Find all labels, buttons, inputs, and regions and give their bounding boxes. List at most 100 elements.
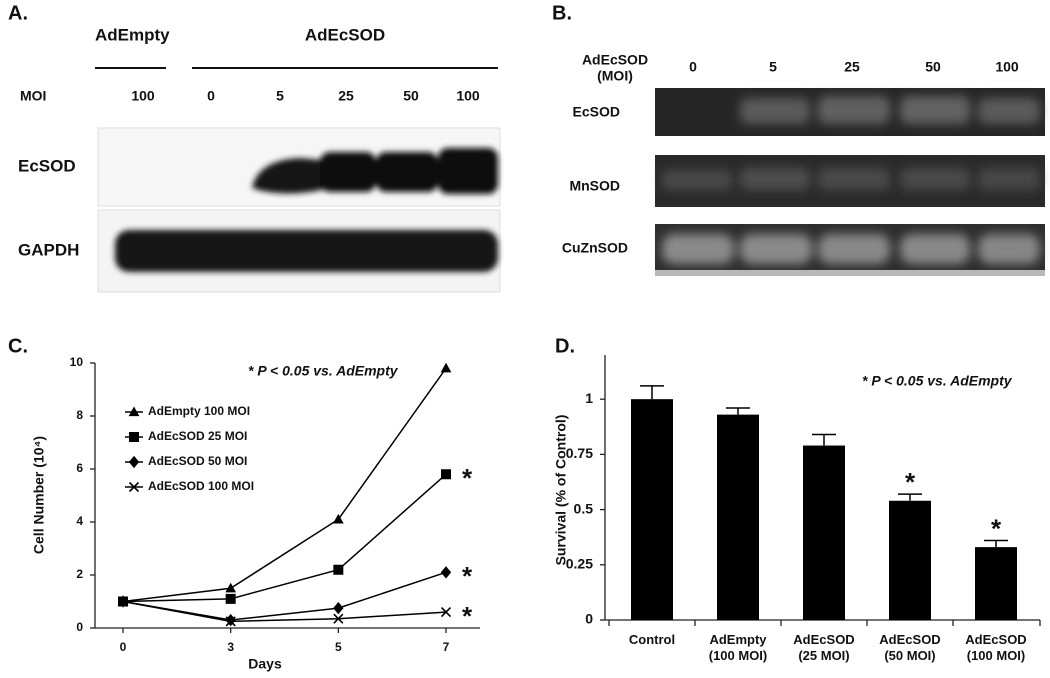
blot-bands — [252, 148, 498, 194]
marker — [128, 455, 140, 469]
x-tick-label: 0 — [120, 640, 127, 654]
x-axis-label: Days — [248, 656, 282, 672]
band — [818, 168, 890, 190]
moi-label: 50 — [925, 59, 941, 75]
band — [252, 158, 322, 194]
moi-label: 100 — [456, 88, 480, 104]
marker — [333, 564, 344, 575]
series-line — [122, 600, 447, 623]
band — [818, 96, 890, 124]
bar — [631, 399, 673, 620]
panel-label: C. — [8, 335, 28, 357]
moi-label: 5 — [769, 59, 777, 75]
chart-annotation: * P < 0.05 vs. AdEmpty — [862, 373, 1013, 389]
band — [978, 98, 1040, 124]
x-tick-label: 7 — [443, 640, 450, 654]
y-axis-label: Cell Number (10⁴) — [31, 436, 47, 554]
band — [740, 98, 810, 124]
gel-bands — [740, 96, 1040, 124]
chart-annotation: * P < 0.05 vs. AdEmpty — [248, 363, 399, 379]
marker — [333, 601, 344, 615]
marker — [128, 481, 140, 493]
row-label: EcSOD — [18, 156, 76, 175]
gel-bands — [662, 168, 1040, 190]
x-tick-label: AdEcSOD (100 MOI) — [965, 632, 1027, 663]
legend-label: AdEcSOD 25 MOI — [148, 429, 247, 443]
moi-label: 5 — [276, 88, 284, 104]
y-tick-label: 0.5 — [574, 500, 594, 516]
panel-label: D. — [555, 335, 575, 357]
y-tick-label: 4 — [76, 514, 83, 528]
band — [115, 230, 498, 272]
row-label: EcSOD — [573, 104, 620, 120]
band — [900, 168, 970, 190]
y-tick-label: 0 — [76, 620, 83, 634]
marker — [441, 469, 451, 480]
gel-edge — [655, 270, 1045, 276]
group-label: AdEmpty — [95, 25, 170, 44]
band — [900, 96, 970, 124]
row-label: MnSOD — [569, 178, 620, 194]
x-tick-label: 3 — [227, 640, 234, 654]
column-header: AdEcSOD — [582, 52, 648, 68]
marker — [440, 566, 452, 579]
significance-star: * — [905, 467, 916, 497]
x-tick-label: AdEcSOD (25 MOI) — [793, 632, 855, 663]
band — [438, 148, 498, 194]
x-tick-label: AdEmpty (100 MOI) — [708, 632, 768, 663]
x-tick-label: 5 — [335, 640, 342, 654]
bar — [975, 547, 1017, 620]
y-tick-label: 0.75 — [566, 445, 593, 461]
bar — [889, 500, 931, 620]
moi-label: 25 — [844, 59, 860, 75]
y-tick-label: 10 — [70, 355, 84, 369]
panel-label: A. — [8, 2, 28, 24]
marker — [117, 596, 129, 607]
bar — [803, 445, 845, 620]
band — [740, 168, 810, 190]
x-tick-label: Control — [628, 632, 676, 647]
y-tick-label: 2 — [76, 567, 83, 581]
moi-label: 50 — [403, 88, 419, 104]
marker — [333, 613, 344, 624]
band — [662, 170, 732, 190]
series-line — [122, 367, 447, 603]
row-label: GAPDH — [18, 240, 79, 259]
y-tick-label: 1 — [585, 390, 593, 406]
moi-label: 100 — [995, 59, 1019, 75]
marker — [440, 607, 452, 618]
y-tick-label: 8 — [76, 408, 83, 422]
panel-label: B. — [552, 2, 572, 24]
band — [818, 234, 890, 264]
y-tick-label: 0 — [585, 611, 593, 627]
marker — [225, 582, 237, 593]
moi-label: 25 — [338, 88, 354, 104]
band — [900, 234, 970, 264]
significance-star: * — [991, 513, 1002, 543]
series-line — [122, 473, 447, 603]
band — [978, 168, 1040, 190]
y-axis-label: Survival (% of Control) — [553, 415, 569, 566]
moi-label: 0 — [207, 88, 215, 104]
significance-star: * — [462, 601, 473, 631]
x-tick-label: AdEcSOD (50 MOI) — [879, 632, 941, 663]
y-tick-label: 6 — [76, 461, 83, 475]
band — [978, 234, 1040, 264]
marker — [332, 513, 344, 524]
bar — [717, 414, 759, 620]
column-header: (MOI) — [597, 68, 633, 84]
band — [662, 234, 734, 264]
row-header: MOI — [20, 88, 46, 104]
legend-label: AdEmpty 100 MOI — [148, 404, 250, 418]
marker — [440, 362, 452, 373]
marker — [128, 406, 140, 417]
band — [376, 152, 438, 192]
significance-star: * — [462, 561, 473, 591]
marker — [129, 432, 139, 442]
group-label: AdEcSOD — [305, 25, 385, 44]
band — [740, 234, 812, 264]
legend-label: AdEcSOD 50 MOI — [148, 454, 247, 468]
gel-bands — [662, 234, 1040, 264]
